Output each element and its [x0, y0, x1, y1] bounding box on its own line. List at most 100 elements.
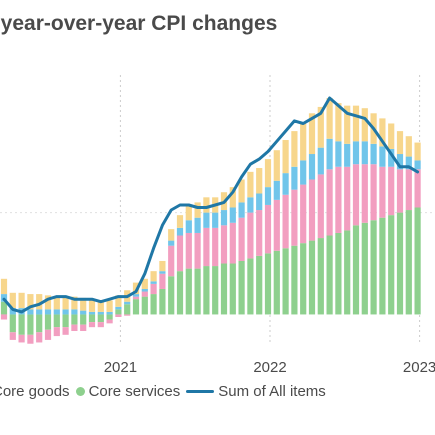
bar-food-11	[97, 300, 104, 312]
bar-food-23	[203, 197, 210, 213]
bar-energy-8	[71, 309, 78, 315]
bar-core-goods-27	[238, 260, 245, 315]
bar-food-47	[414, 142, 421, 161]
bar-core-goods-1	[9, 314, 16, 333]
bar-core-goods-32	[282, 248, 289, 315]
bar-energy-33	[291, 166, 298, 190]
bar-food-17	[150, 271, 157, 282]
bar-core-services-35	[308, 179, 316, 241]
bar-food-0	[0, 278, 8, 295]
bar-core-goods-23	[203, 266, 210, 315]
legend: Core goods Core services Sum of All item…	[0, 383, 326, 400]
bar-core-services-6	[53, 327, 60, 337]
bar-core-goods-40	[352, 225, 360, 315]
bar-energy-26	[229, 207, 236, 223]
bar-energy-34	[300, 160, 307, 185]
bar-core-services-22	[194, 232, 201, 269]
bar-food-22	[194, 202, 201, 218]
x-tick-label-2021: 2021	[104, 359, 137, 376]
bar-core-goods-34	[300, 243, 307, 315]
bar-energy-32	[282, 173, 289, 195]
bar-core-services-34	[300, 184, 307, 244]
legend-item-core-goods: Core goods	[0, 383, 70, 400]
bar-food-35	[308, 113, 316, 155]
bar-energy-31	[273, 180, 280, 200]
bar-food-2	[18, 292, 25, 309]
bar-core-services-20	[176, 235, 184, 272]
bar-core-goods-30	[264, 253, 272, 315]
bar-core-goods-28	[247, 258, 254, 315]
bar-energy-1	[9, 308, 16, 315]
bar-core-services-26	[229, 222, 236, 264]
bar-energy-45	[396, 154, 404, 170]
bar-food-34	[300, 122, 307, 161]
bar-core-services-11	[97, 322, 104, 328]
bar-food-41	[361, 108, 368, 142]
chart-title: o year-over-year CPI changes	[0, 12, 278, 35]
bar-core-services-10	[88, 322, 96, 328]
bar-core-services-0	[0, 314, 8, 320]
bar-food-20	[176, 215, 184, 228]
bar-food-40	[352, 105, 360, 142]
bar-core-goods-12	[106, 314, 113, 320]
bar-core-services-43	[379, 166, 386, 218]
x-axis-ticks: 2021 2022 2023	[104, 359, 435, 376]
bar-core-services-21	[185, 232, 192, 269]
bar-food-32	[282, 140, 289, 174]
legend-core-services-dot	[75, 387, 85, 396]
bar-core-goods-6	[53, 314, 60, 328]
bar-core-services-44	[388, 166, 395, 216]
bar-core-services-23	[203, 227, 210, 267]
bar-food-45	[396, 131, 404, 155]
bar-food-38	[335, 103, 342, 142]
bar-core-services-39	[344, 166, 351, 231]
bar-food-36	[317, 106, 324, 148]
bar-food-31	[273, 150, 280, 181]
bar-food-27	[238, 179, 245, 203]
bar-core-goods-21	[185, 268, 192, 315]
bar-food-6	[53, 296, 60, 310]
bar-core-goods-24	[212, 266, 219, 315]
bar-core-services-8	[71, 324, 78, 331]
bar-energy-18	[159, 271, 166, 274]
bar-core-services-31	[273, 199, 280, 251]
bar-core-goods-26	[229, 263, 236, 315]
bar-core-goods-9	[80, 314, 87, 325]
bar-food-7	[62, 296, 69, 310]
bar-core-goods-15	[132, 299, 140, 315]
bar-food-16	[141, 278, 148, 289]
bar-food-39	[344, 105, 351, 144]
bar-core-services-29	[256, 210, 263, 256]
bar-energy-13	[115, 306, 122, 310]
bar-core-services-12	[106, 319, 113, 324]
bar-core-services-47	[414, 169, 421, 208]
bar-food-26	[229, 187, 236, 208]
bar-food-37	[326, 98, 333, 139]
bar-energy-28	[247, 197, 254, 213]
bar-core-goods-13	[115, 309, 122, 315]
bar-core-goods-41	[361, 222, 368, 315]
x-tick-label-2022: 2022	[253, 359, 286, 376]
bar-food-43	[379, 118, 386, 147]
bar-energy-24	[212, 212, 219, 228]
bar-core-services-13	[115, 314, 122, 317]
bar-core-services-7	[62, 327, 69, 335]
bar-core-services-5	[44, 329, 52, 340]
bar-food-9	[80, 297, 87, 311]
bar-energy-15	[132, 294, 140, 297]
bar-core-services-28	[247, 212, 254, 259]
bar-core-goods-25	[220, 263, 228, 315]
bar-energy-11	[97, 311, 104, 315]
bar-core-goods-37	[326, 235, 333, 315]
bar-energy-27	[238, 202, 245, 218]
bar-core-goods-17	[150, 294, 157, 315]
bar-energy-4	[36, 309, 43, 315]
bar-core-services-15	[132, 296, 140, 300]
bar-core-goods-33	[291, 245, 298, 315]
bar-core-services-16	[141, 291, 148, 297]
bar-core-services-17	[150, 283, 157, 295]
bar-food-46	[405, 136, 412, 157]
bar-energy-20	[176, 227, 184, 236]
bar-core-services-3	[27, 334, 34, 344]
bar-energy-36	[317, 147, 324, 175]
